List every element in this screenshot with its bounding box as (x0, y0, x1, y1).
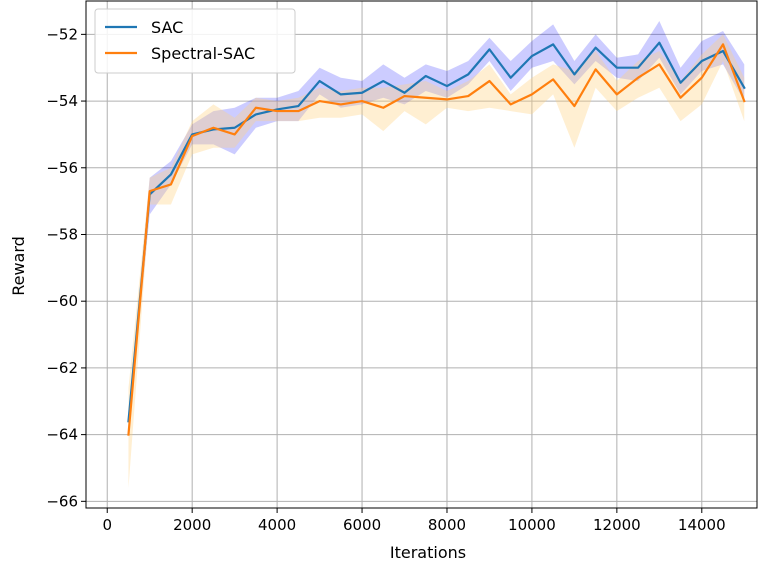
x-tick-label: 12000 (593, 516, 641, 534)
y-tick-label: −56 (46, 159, 78, 177)
grid (86, 1, 757, 508)
y-tick-label: −54 (46, 92, 78, 110)
x-tick-label: 8000 (428, 516, 466, 534)
legend-label-sac: SAC (151, 18, 183, 37)
y-tick-label: −58 (46, 225, 78, 243)
x-tick-label: 2000 (173, 516, 211, 534)
series-lines (127, 41, 746, 436)
legend: SAC Spectral-SAC (94, 8, 296, 74)
y-tick-label: −52 (46, 25, 78, 43)
legend-box (94, 8, 296, 74)
y-tick-label: −60 (46, 292, 78, 310)
x-tick-label: 6000 (343, 516, 381, 534)
legend-label-spectral-sac: Spectral-SAC (151, 44, 255, 63)
y-tick-label: −62 (46, 359, 78, 377)
line-sac (127, 41, 746, 423)
line-spectral-sac (127, 43, 746, 436)
plot-frame (85, 0, 758, 509)
x-tick-label: 14000 (678, 516, 726, 534)
x-tick-label: 4000 (258, 516, 296, 534)
x-tick-label: 10000 (508, 516, 556, 534)
y-axis-label: Reward (9, 236, 28, 296)
y-ticks: −66 −64 −62 −60 −58 −56 −54 −52 (46, 25, 86, 510)
confidence-bands (128, 21, 745, 488)
y-tick-label: −66 (46, 492, 78, 510)
x-ticks: 0 2000 4000 6000 8000 10000 12000 14000 (102, 508, 726, 534)
x-axis-label: Iterations (390, 543, 466, 562)
x-tick-label: 0 (102, 516, 112, 534)
y-tick-label: −64 (46, 426, 78, 444)
axes (85, 0, 758, 509)
band-spectral-sac (128, 34, 745, 488)
